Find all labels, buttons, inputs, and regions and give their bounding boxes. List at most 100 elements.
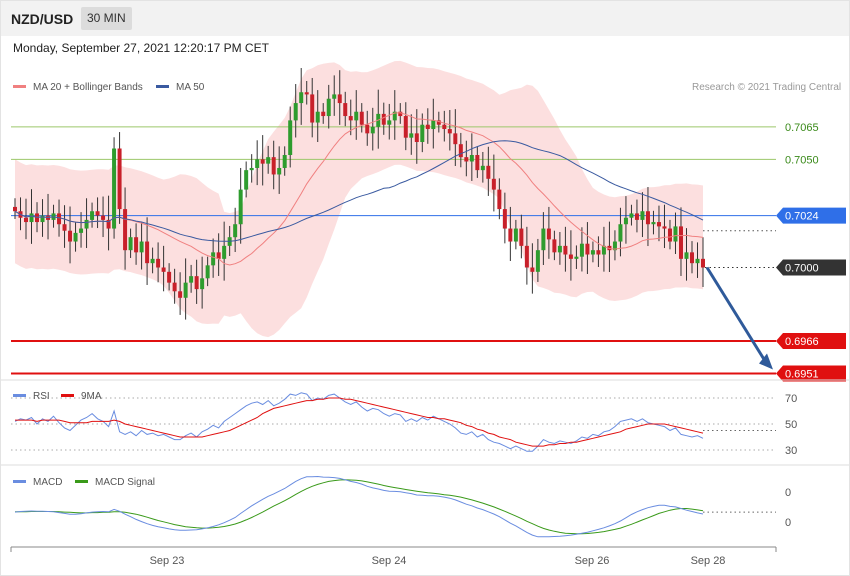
candle-body — [634, 213, 639, 220]
candle-body — [678, 226, 683, 259]
rsi-legend-label-1: 9MA — [81, 391, 102, 402]
candle-body — [282, 154, 287, 168]
level-label-2: 0.7024 — [785, 211, 819, 223]
candle-body — [244, 170, 249, 190]
timeframe-selector[interactable]: 30 MIN — [81, 7, 132, 30]
symbol-label: NZD/USD — [11, 11, 74, 27]
candle-body — [117, 148, 122, 210]
candle-body — [13, 206, 17, 212]
candle-body — [288, 120, 293, 155]
candle-body — [469, 154, 474, 162]
forecast-arrow-head — [759, 353, 773, 370]
candle-body — [216, 252, 221, 259]
candle-body — [464, 157, 469, 162]
candle-body — [315, 111, 320, 123]
candle-body — [425, 124, 430, 130]
candle-body — [524, 245, 529, 268]
level-label-4: 0.6966 — [785, 336, 819, 348]
candle-body — [431, 120, 436, 130]
candle-body — [299, 92, 304, 104]
candle-body — [420, 124, 425, 143]
candle-body — [167, 271, 172, 283]
candle-body — [79, 228, 84, 233]
legend-label-0: MA 20 + Bollinger Bands — [33, 82, 143, 93]
candle-body — [585, 243, 590, 255]
level-label-3: 0.7000 — [785, 262, 819, 274]
candle-body — [161, 267, 166, 272]
candle-body — [508, 228, 513, 242]
ma50-line — [14, 140, 704, 242]
header-bar: NZD/USD 30 MIN — [0, 0, 850, 36]
candle-body — [260, 159, 265, 164]
candle-body — [222, 245, 227, 259]
rsi-tick-label: 70 — [785, 393, 797, 405]
rsi-legend-swatch-1 — [61, 394, 74, 397]
rsi-legend-swatch-0 — [13, 394, 26, 397]
level-label-5: 0.6951 — [785, 369, 819, 381]
legend-label-1: MA 50 — [176, 82, 205, 93]
candle-body — [629, 213, 634, 218]
level-tag-last — [776, 259, 846, 276]
candle-body — [95, 211, 100, 216]
candle-body — [62, 224, 67, 231]
candle-body — [68, 230, 73, 242]
candle-body — [656, 222, 661, 227]
candle-body — [546, 228, 551, 240]
candle-body — [139, 241, 144, 253]
candle-body — [535, 250, 540, 272]
candle-body — [579, 243, 584, 257]
macd-legend-label-1: MACD Signal — [95, 477, 155, 488]
candle-body — [343, 103, 348, 117]
x-tick-label: Sep 23 — [150, 555, 185, 567]
candle-body — [596, 250, 601, 255]
candle-body — [612, 241, 617, 251]
candle-body — [266, 157, 271, 164]
candle-body — [601, 245, 606, 255]
candle-body — [211, 252, 216, 266]
macd-signal-line — [15, 479, 704, 535]
candle-body — [442, 124, 447, 130]
copyright-label: Research © 2021 Trading Central — [692, 82, 841, 93]
x-tick-label: Sep 24 — [372, 555, 407, 567]
candle-body — [662, 226, 667, 229]
level-label-0: 0.7065 — [785, 122, 819, 134]
candle-body — [255, 159, 260, 168]
candle-body — [480, 165, 485, 171]
candle-body — [667, 228, 672, 242]
candle-body — [205, 265, 210, 279]
level-tag-support — [776, 365, 846, 382]
candle-body — [101, 215, 106, 220]
candle-body — [684, 252, 689, 259]
candle-body — [409, 133, 414, 138]
candle-body — [354, 111, 359, 121]
candle-body — [40, 215, 45, 223]
candle-body — [618, 224, 623, 242]
candle-body — [359, 111, 364, 125]
candle-body — [541, 228, 546, 251]
candle-body — [491, 178, 496, 190]
forecast-arrow-line — [705, 266, 768, 364]
candle-body — [640, 211, 645, 220]
candle-body — [293, 103, 298, 121]
candle-body — [183, 282, 188, 298]
level-label-1: 0.7050 — [785, 154, 819, 166]
candle-body — [128, 237, 133, 251]
candle-body — [502, 209, 507, 229]
candle-body — [348, 116, 353, 121]
candle-body — [673, 226, 678, 242]
macd-legend-label-0: MACD — [33, 477, 62, 488]
candle-body — [194, 276, 199, 290]
candle-body — [701, 258, 705, 268]
candle-body — [552, 239, 557, 253]
candle-body — [249, 167, 254, 171]
candle-body — [172, 282, 177, 292]
candle-body — [513, 228, 518, 242]
candle-body — [326, 98, 331, 117]
candle-body — [277, 167, 282, 175]
candle-body — [321, 111, 326, 117]
rsi-legend-label-0: RSI — [33, 391, 50, 402]
candle-body — [387, 120, 392, 125]
candle-body — [453, 133, 458, 145]
candle-body — [238, 189, 243, 225]
